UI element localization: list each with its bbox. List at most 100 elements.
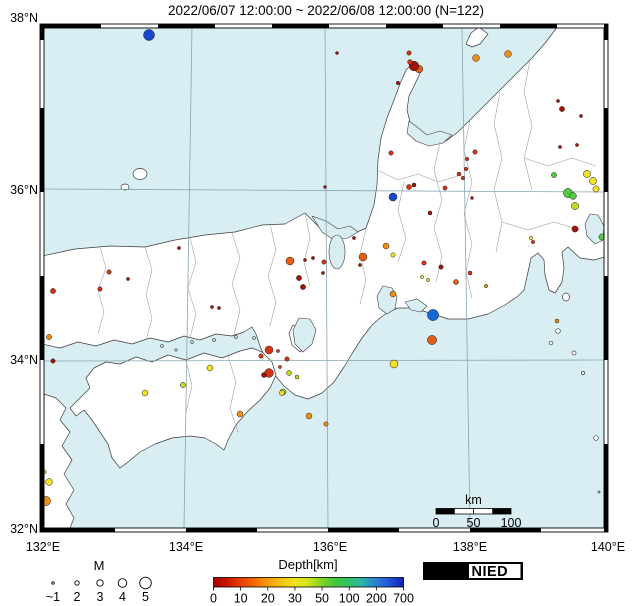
quake-marker [358, 252, 368, 262]
quake-marker [427, 210, 433, 216]
honshu-landmass [44, 28, 604, 400]
quake-marker [284, 356, 290, 362]
quake-marker [358, 263, 362, 267]
parallel-34n [44, 359, 604, 362]
nied-logo-text: NIED [472, 564, 509, 580]
quake-marker [598, 233, 604, 241]
quake-marker [50, 358, 56, 364]
quake-marker [395, 80, 401, 86]
quake-marker [583, 170, 591, 178]
osaka-bay [292, 317, 317, 353]
izu-island [548, 340, 554, 346]
quake-marker [427, 309, 439, 321]
lat-label-32n: 32°N [10, 522, 38, 536]
quake-marker [50, 288, 56, 294]
lake-biwa [328, 234, 346, 270]
quake-marker [44, 496, 51, 506]
magnitude-legend-circle [74, 580, 80, 586]
quake-marker [554, 318, 560, 324]
quake-marker [236, 410, 244, 418]
quake-marker [261, 372, 267, 378]
quake-marker [504, 50, 512, 58]
scale-bar-tick-label: 100 [501, 516, 522, 530]
quake-marker [141, 389, 149, 397]
quake-marker [529, 236, 533, 240]
lon-label-136e: 136°E [313, 540, 347, 554]
meridian-134e [183, 28, 193, 528]
meridian-138e [461, 28, 471, 528]
quake-marker [126, 277, 130, 281]
magnitude-legend-circle [51, 581, 55, 585]
depth-colorbar-title: Depth[km] [278, 557, 337, 572]
mikawa-bay [404, 298, 428, 313]
sado-island [465, 28, 489, 48]
quake-marker [467, 270, 473, 276]
scale-bar-unit: km [465, 493, 482, 507]
parallel-36n [44, 188, 604, 193]
quake-marker [406, 50, 412, 56]
quake-marker [303, 258, 307, 262]
quake-marker [285, 256, 295, 266]
quake-marker [46, 334, 52, 340]
frame-inner-edge [43, 27, 605, 529]
quake-marker [45, 478, 53, 486]
lon-label-132e: 132°E [26, 540, 60, 554]
inland-sea-islet [190, 340, 194, 344]
quake-marker [559, 106, 565, 112]
depth-colorbar-tick-label: 20 [261, 592, 275, 606]
lon-label-138e: 138°E [453, 540, 487, 554]
quake-marker [420, 275, 424, 279]
map-title: 2022/06/07 12:00:00 ~ 2022/06/08 12:00:0… [168, 3, 484, 18]
quake-marker [407, 59, 413, 65]
quake-marker [571, 225, 579, 233]
quake-marker [217, 306, 221, 310]
quake-marker [300, 284, 306, 290]
lat-label-38n: 38°N [10, 11, 38, 25]
map-frame [39, 23, 609, 533]
quake-marker [470, 196, 474, 200]
prefecture-borders [97, 59, 597, 433]
scale-bar-segment [492, 508, 511, 514]
quake-marker [426, 278, 430, 282]
hinet-logo-net: -net [446, 569, 464, 580]
scale-bar: km 0 50 100 [433, 493, 522, 530]
shikoku-island [69, 347, 277, 469]
quake-marker [264, 345, 274, 355]
hinet-logo-hi: Hi [427, 564, 442, 581]
meridian-136e [324, 28, 329, 528]
graticule [44, 28, 604, 528]
quake-marker [456, 171, 462, 177]
quake-marker [382, 242, 390, 250]
quake-marker [106, 269, 112, 275]
oki-island-small [120, 183, 130, 191]
quake-marker [352, 236, 356, 240]
hinet-nied-logo: Hi -net NIED [423, 562, 523, 581]
quake-marker [296, 275, 302, 281]
quake-marker [335, 51, 339, 55]
magnitude-legend-label: 2 [74, 590, 81, 604]
quake-marker [180, 382, 186, 388]
quake-marker [294, 374, 300, 380]
depth-colorbar-tick-label: 200 [366, 592, 387, 606]
quake-marker [390, 252, 396, 258]
inland-sea-islet [174, 348, 178, 352]
quake-marker [575, 143, 579, 147]
quake-marker [278, 365, 282, 369]
nied-logo-box [468, 563, 522, 579]
quake-marker [411, 182, 417, 188]
quake-marker [321, 271, 325, 275]
quake-marker [406, 184, 412, 190]
lat-label-34n: 34°N [10, 353, 38, 367]
quake-marker [464, 156, 470, 162]
magnitude-legend-circle [96, 579, 104, 587]
inland-sea-islet [160, 344, 164, 348]
magnitude-legend-label: 5 [142, 590, 149, 604]
quake-markers [44, 29, 604, 506]
depth-colorbar-tick-label: 700 [393, 592, 414, 606]
quake-marker [589, 177, 597, 185]
quake-marker [210, 305, 214, 309]
frame-outer-edge [39, 23, 609, 533]
quake-marker [472, 54, 480, 62]
quake-marker [484, 284, 488, 288]
quake-marker [279, 390, 285, 396]
